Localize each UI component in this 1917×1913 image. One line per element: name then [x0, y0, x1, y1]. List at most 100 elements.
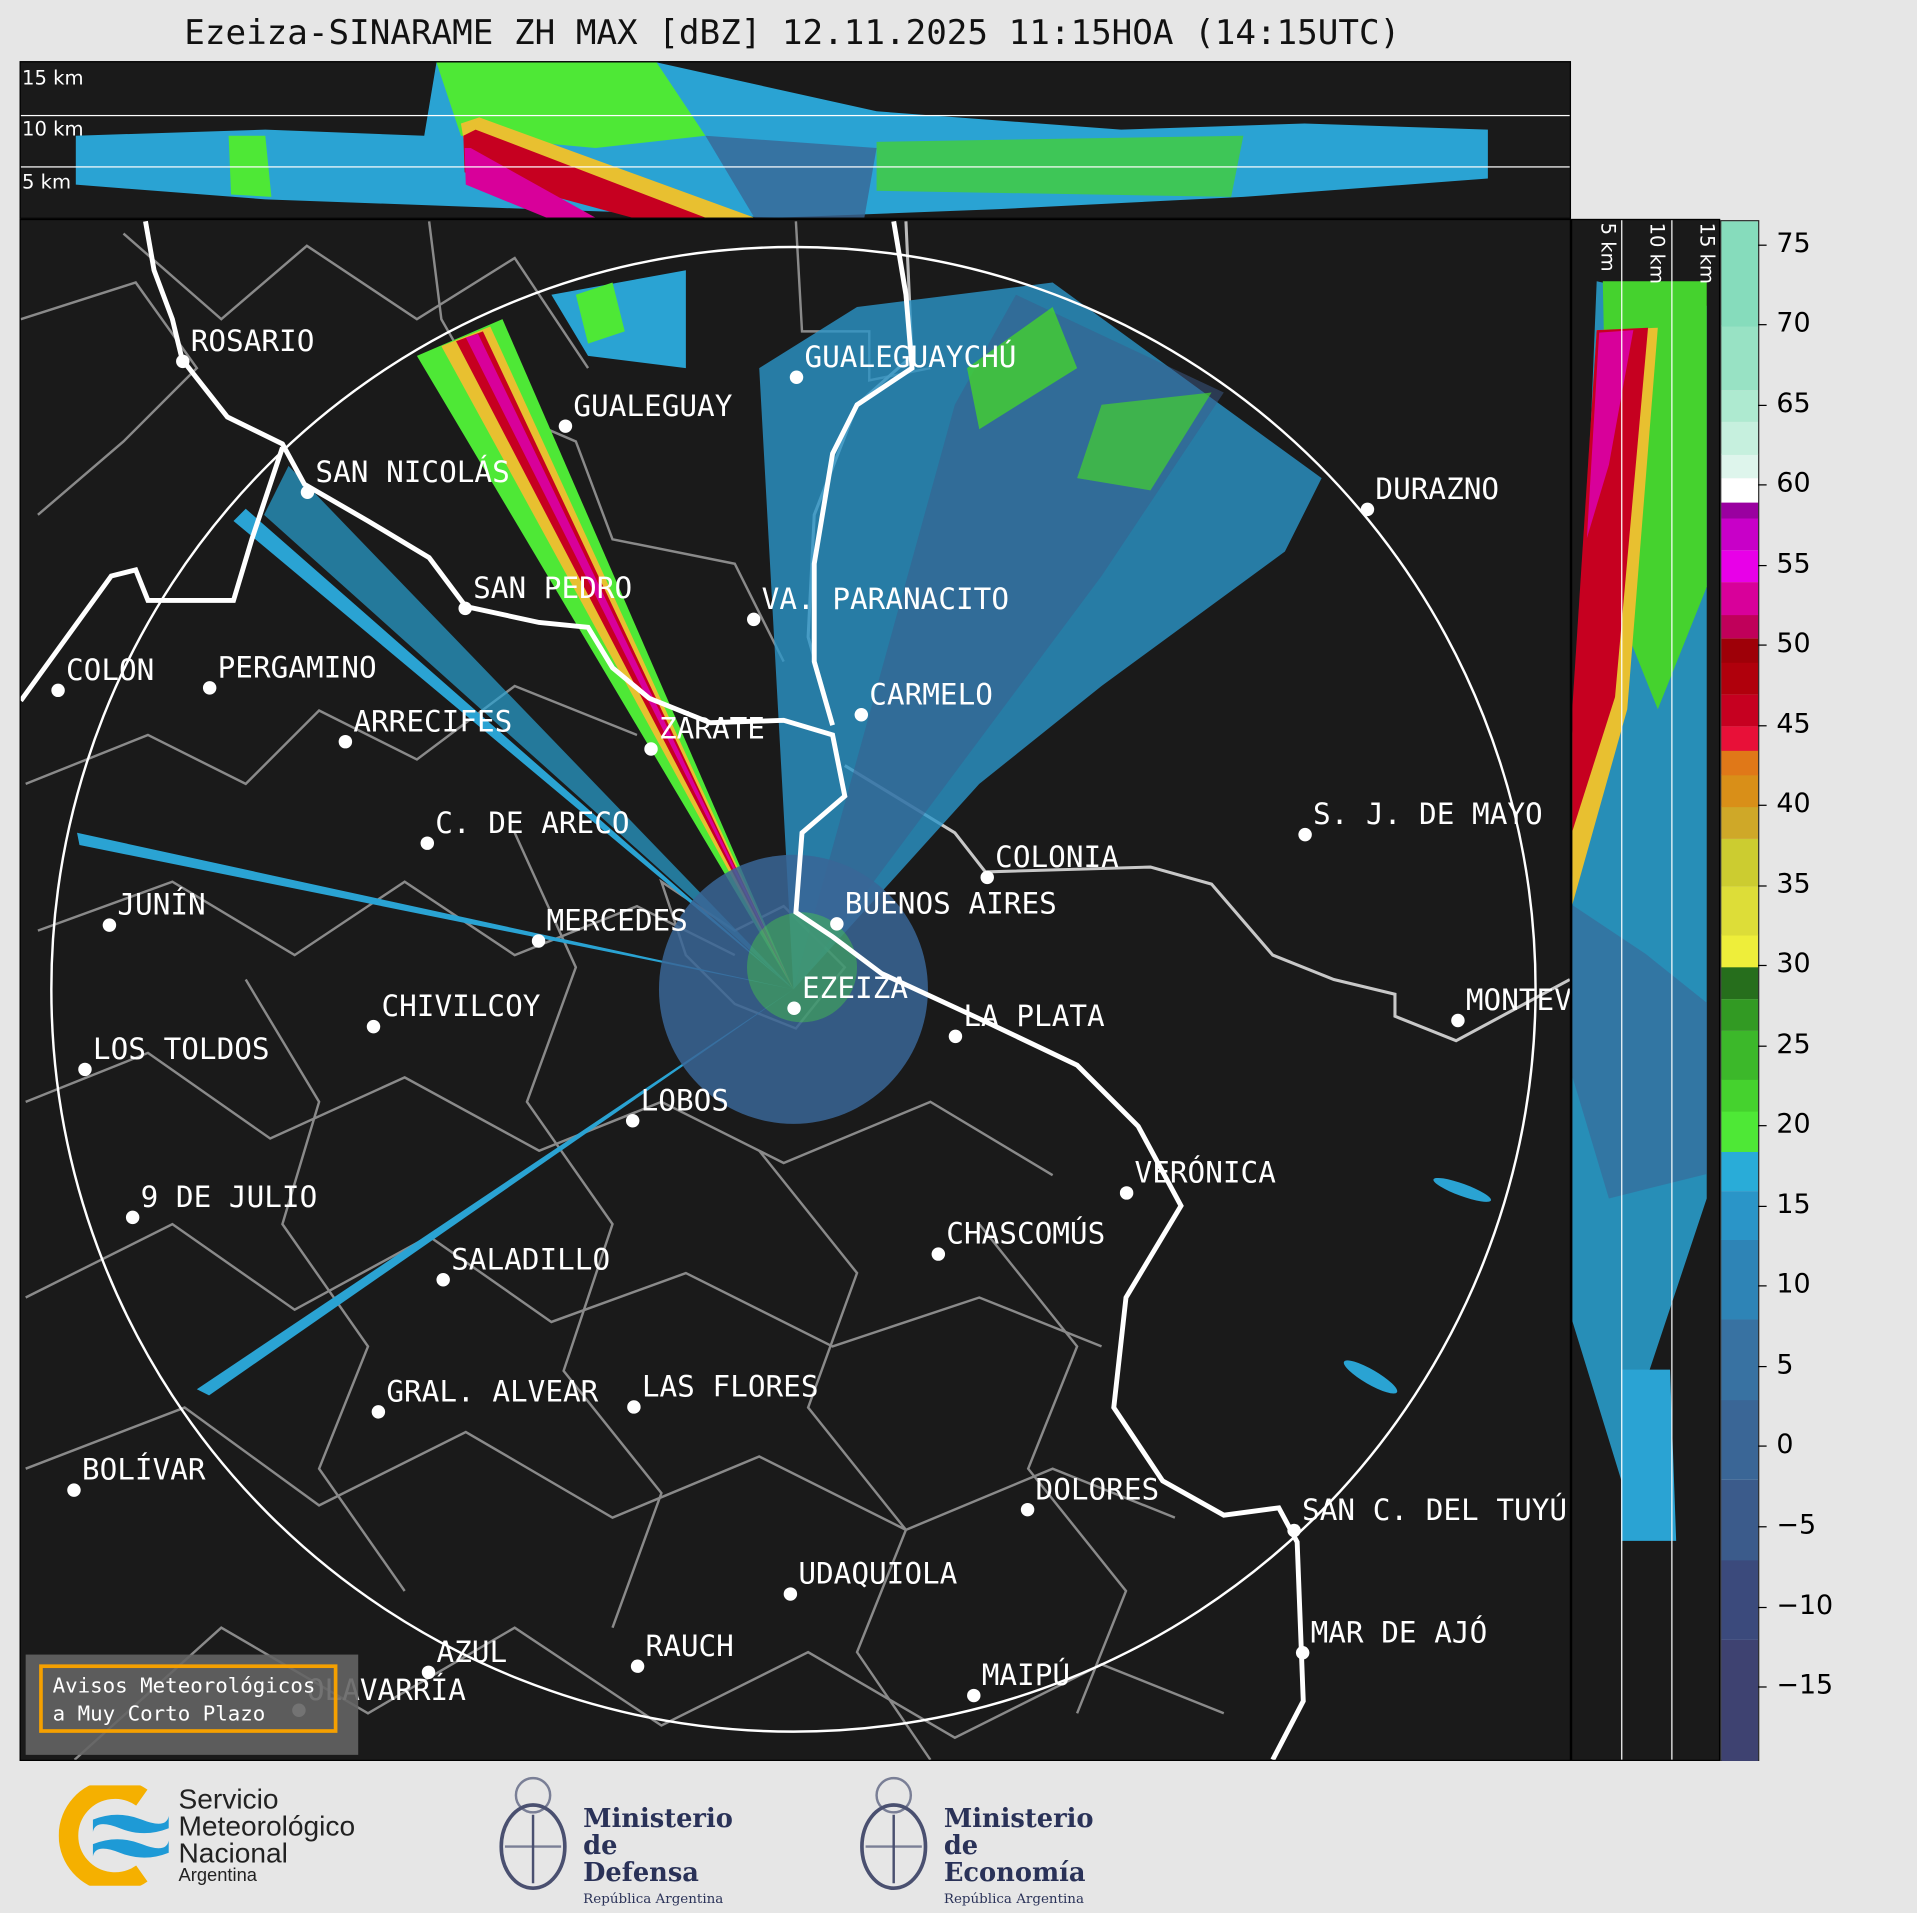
defensa-line-3: República Argentina	[583, 1890, 724, 1907]
city-dot	[1360, 502, 1375, 517]
colorbar-bin	[1721, 501, 1759, 519]
colorbar-tick-label: 35	[1776, 869, 1811, 900]
city-dot	[948, 1029, 963, 1044]
city-dot	[1298, 827, 1312, 842]
city-label: PERGAMINO	[217, 650, 377, 685]
colorbar-bin	[1721, 325, 1759, 391]
city-dot	[51, 683, 65, 698]
alert-link[interactable]: Avisos Meteorológicos a Muy Corto Plazo	[39, 1664, 338, 1733]
colorbar-bin	[1721, 694, 1759, 727]
colorbar-tick-label: 40	[1776, 789, 1811, 820]
radar-echoes	[77, 270, 1492, 1396]
colorbar-tick-label: 30	[1776, 949, 1811, 980]
coat-of-arms-icon	[860, 1776, 928, 1890]
city-label: DOLORES	[1035, 1472, 1160, 1507]
colorbar-tick-label: 25	[1776, 1029, 1811, 1061]
uruguay-coast	[844, 764, 1570, 1043]
colorbar-tick-label: 55	[1776, 548, 1811, 580]
alert-line-1: Avisos Meteorológicos	[52, 1674, 316, 1699]
label-5km: 5 km	[1596, 222, 1620, 272]
label-10km: 10 km	[22, 117, 84, 141]
colorbar-bin	[1721, 613, 1759, 639]
city-label: COLON	[66, 653, 155, 688]
city-dot	[746, 612, 761, 627]
city-dot	[531, 934, 546, 948]
5km-line	[1621, 220, 1623, 1760]
city-dot	[625, 1114, 640, 1128]
city-label: S. J. DE MAYO	[1313, 797, 1543, 832]
alert-panel[interactable]: Avisos Meteorológicos a Muy Corto Plazo	[25, 1654, 359, 1755]
city-label: MAR DE AJÓ	[1310, 1615, 1488, 1650]
colorbar-tick	[1758, 1446, 1767, 1448]
city-dot	[783, 1587, 798, 1601]
economia-line-1: Ministerio	[943, 1802, 1094, 1834]
colorbar-tick	[1758, 484, 1767, 486]
colorbar-bin	[1721, 453, 1759, 479]
city-label: SAN NICOLÁS	[315, 454, 510, 490]
economia-line-2: de Economía	[943, 1829, 1086, 1887]
city-dot	[931, 1247, 946, 1261]
colorbar-tick	[1758, 1125, 1767, 1127]
city-dot	[421, 1665, 436, 1680]
city-dot	[627, 1400, 641, 1414]
city-label: JUNÍN	[117, 887, 206, 923]
colorbar-tick	[1758, 1045, 1767, 1047]
colorbar-tick-label: −10	[1776, 1590, 1834, 1621]
city-label: GRAL. ALVEAR	[386, 1374, 599, 1409]
defensa-logo: Ministerio de Defensa República Argentin…	[495, 1771, 740, 1907]
label-15km: 15 km	[1695, 222, 1719, 285]
city-label: SAN PEDRO	[473, 571, 633, 606]
colorbar-bin	[1721, 477, 1759, 503]
colorbar-tick-label: 10	[1776, 1269, 1811, 1301]
city-dot	[787, 1001, 801, 1016]
range-ring	[50, 245, 1537, 1733]
colorbar-tick	[1758, 324, 1767, 326]
smn-emblem-icon	[58, 1785, 169, 1886]
colorbar-tick	[1758, 1686, 1767, 1688]
city-label: CHIVILCOY	[381, 989, 541, 1024]
colorbar-tick	[1758, 965, 1767, 967]
colorbar-tick	[1758, 1205, 1767, 1207]
colorbar-bin	[1721, 221, 1759, 327]
radar-map: ROSARIO GUALEGUAYCHÚ GUALEGUAY SAN NICOLÁS D…	[19, 218, 1572, 1761]
city-label: EZEIZA	[802, 970, 909, 1006]
colorbar-bin	[1721, 1639, 1759, 1761]
cross-section-echoes	[75, 62, 1488, 218]
colorbar-tick	[1758, 564, 1767, 566]
colorbar-tick	[1758, 244, 1767, 246]
10km-line	[20, 114, 1570, 117]
colorbar	[1720, 220, 1760, 1761]
label-10km: 10 km	[1645, 222, 1669, 285]
city-dot	[300, 485, 315, 499]
colorbar-tick-label: 65	[1776, 388, 1811, 420]
economia-line-3: República Argentina	[943, 1890, 1084, 1907]
colorbar-tick	[1758, 805, 1767, 807]
city-label: MERCEDES	[546, 903, 688, 938]
city-label: LOBOS	[640, 1083, 729, 1118]
city-dot	[436, 1273, 450, 1287]
city-dot	[854, 708, 869, 722]
city-dot	[980, 870, 994, 885]
city-dot	[830, 917, 844, 931]
colorbar-tick	[1758, 1365, 1767, 1368]
city-dot	[78, 1062, 92, 1077]
colorbar-bin	[1721, 549, 1759, 583]
city-label: SALADILLO	[451, 1242, 611, 1277]
colorbar-bin	[1721, 389, 1759, 423]
city-label: DURAZNO	[1375, 472, 1500, 507]
north-south-cross-section: 15 km 10 km 5 km	[19, 61, 1572, 219]
colorbar-tick-label: 75	[1776, 228, 1811, 259]
colorbar-bin	[1721, 517, 1759, 551]
city-label: ZÁRATE	[658, 711, 765, 746]
colorbar-tick	[1758, 885, 1767, 887]
city-dot	[630, 1659, 645, 1673]
city-label: 9 DE JULIO	[140, 1180, 318, 1215]
city-dot	[67, 1483, 81, 1497]
colorbar-tick-label: 0	[1776, 1430, 1794, 1461]
city-label: AZUL	[436, 1635, 508, 1670]
colorbar-tick-label: 45	[1776, 709, 1811, 740]
city-dot	[458, 601, 472, 616]
coat-of-arms-icon	[499, 1776, 567, 1890]
colorbar-tick-label: 20	[1776, 1109, 1811, 1141]
colorbar-tick-label: 15	[1776, 1189, 1811, 1221]
